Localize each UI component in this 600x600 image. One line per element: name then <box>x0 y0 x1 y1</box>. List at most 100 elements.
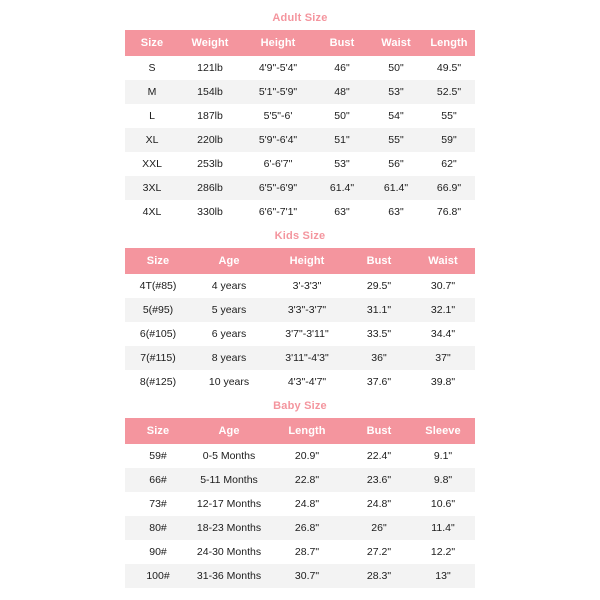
column-header: Bust <box>347 418 411 444</box>
section-title: Kids Size <box>274 230 326 242</box>
measurement-cell: 61.4" <box>369 176 423 200</box>
table-header-row: Size Weight Height Bust Waist Length <box>125 30 475 56</box>
measurement-cell: 187lb <box>179 104 241 128</box>
column-header: Height <box>267 248 347 274</box>
column-header: Age <box>191 248 267 274</box>
measurement-cell: 4'9"-5'4" <box>241 56 315 80</box>
column-header: Waist <box>369 30 423 56</box>
measurement-cell: 53" <box>315 152 369 176</box>
measurement-cell: 31.1" <box>347 298 411 322</box>
measurement-cell: 30.7" <box>411 274 475 298</box>
measurement-cell: 48" <box>315 80 369 104</box>
size-cell: 5(#95) <box>125 298 191 322</box>
measurement-cell: 5'9"-6'4" <box>241 128 315 152</box>
column-header: Sleeve <box>411 418 475 444</box>
table-row: L 187lb 5'5"-6' 50" 54" 55" <box>125 104 475 128</box>
column-header: Height <box>241 30 315 56</box>
measurement-cell: 31-36 Months <box>191 564 267 588</box>
measurement-cell: 23.6" <box>347 468 411 492</box>
measurement-cell: 18-23 Months <box>191 516 267 540</box>
column-header: Waist <box>411 248 475 274</box>
table-row: M 154lb 5'1"-5'9" 48" 53" 52.5" <box>125 80 475 104</box>
size-cell: M <box>125 80 179 104</box>
table-row: 80# 18-23 Months 26.8" 26" 11.4" <box>125 516 475 540</box>
measurement-cell: 24-30 Months <box>191 540 267 564</box>
table-row: 8(#125) 10 years 4'3"-4'7" 37.6" 39.8" <box>125 370 475 394</box>
table-row: 4XL 330lb 6'6"-7'1" 63" 63" 76.8" <box>125 200 475 224</box>
column-header: Size <box>125 248 191 274</box>
table-row: 66# 5-11 Months 22.8" 23.6" 9.8" <box>125 468 475 492</box>
table-row: 90# 24-30 Months 28.7" 27.2" 12.2" <box>125 540 475 564</box>
measurement-cell: 26.8" <box>267 516 347 540</box>
column-header: Size <box>125 418 191 444</box>
section-title: Baby Size <box>273 400 327 412</box>
column-header: Age <box>191 418 267 444</box>
measurement-cell: 49.5" <box>423 56 475 80</box>
measurement-cell: 3'11"-4'3" <box>267 346 347 370</box>
measurement-cell: 220lb <box>179 128 241 152</box>
measurement-cell: 286lb <box>179 176 241 200</box>
table-row: 6(#105) 6 years 3'7"-3'11" 33.5" 34.4" <box>125 322 475 346</box>
table-row: 73# 12-17 Months 24.8" 24.8" 10.6" <box>125 492 475 516</box>
table-row: 7(#115) 8 years 3'11"-4'3" 36" 37" <box>125 346 475 370</box>
measurement-cell: 24.8" <box>347 492 411 516</box>
size-cell: 66# <box>125 468 191 492</box>
measurement-cell: 20.9" <box>267 444 347 468</box>
measurement-cell: 50" <box>315 104 369 128</box>
measurement-cell: 121lb <box>179 56 241 80</box>
measurement-cell: 50" <box>369 56 423 80</box>
measurement-cell: 62" <box>423 152 475 176</box>
table-row: 5(#95) 5 years 3'3"-3'7" 31.1" 32.1" <box>125 298 475 322</box>
measurement-cell: 6'-6'7" <box>241 152 315 176</box>
measurement-cell: 55" <box>369 128 423 152</box>
measurement-cell: 52.5" <box>423 80 475 104</box>
section-title: Adult Size <box>272 12 328 24</box>
size-cell: 8(#125) <box>125 370 191 394</box>
measurement-cell: 8 years <box>191 346 267 370</box>
measurement-cell: 36" <box>347 346 411 370</box>
size-cell: 3XL <box>125 176 179 200</box>
measurement-cell: 6'5"-6'9" <box>241 176 315 200</box>
table-row: 3XL 286lb 6'5"-6'9" 61.4" 61.4" 66.9" <box>125 176 475 200</box>
measurement-cell: 12.2" <box>411 540 475 564</box>
size-section: Kids Size Size Age Height Bust Waist 4T(#85) 4 … <box>125 224 475 394</box>
measurement-cell: 32.1" <box>411 298 475 322</box>
table-row: S 121lb 4'9"-5'4" 46" 50" 49.5" <box>125 56 475 80</box>
column-header: Bust <box>347 248 411 274</box>
measurement-cell: 76.8" <box>423 200 475 224</box>
size-cell: 73# <box>125 492 191 516</box>
measurement-cell: 66.9" <box>423 176 475 200</box>
measurement-cell: 3'7"-3'11" <box>267 322 347 346</box>
table-row: 59# 0-5 Months 20.9" 22.4" 9.1" <box>125 444 475 468</box>
measurement-cell: 63" <box>315 200 369 224</box>
measurement-cell: 56" <box>369 152 423 176</box>
measurement-cell: 61.4" <box>315 176 369 200</box>
size-table: Size Weight Height Bust Waist Length S 121lb 4'9… <box>125 30 475 224</box>
measurement-cell: 63" <box>369 200 423 224</box>
measurement-cell: 28.7" <box>267 540 347 564</box>
measurement-cell: 28.3" <box>347 564 411 588</box>
size-cell: 100# <box>125 564 191 588</box>
measurement-cell: 10.6" <box>411 492 475 516</box>
table-header-row: Size Age Height Bust Waist <box>125 248 475 274</box>
column-header: Bust <box>315 30 369 56</box>
size-cell: XXL <box>125 152 179 176</box>
size-cell: 6(#105) <box>125 322 191 346</box>
measurement-cell: 30.7" <box>267 564 347 588</box>
measurement-cell: 12-17 Months <box>191 492 267 516</box>
measurement-cell: 34.4" <box>411 322 475 346</box>
measurement-cell: 154lb <box>179 80 241 104</box>
measurement-cell: 5-11 Months <box>191 468 267 492</box>
size-cell: L <box>125 104 179 128</box>
column-header: Size <box>125 30 179 56</box>
measurement-cell: 6 years <box>191 322 267 346</box>
measurement-cell: 53" <box>369 80 423 104</box>
measurement-cell: 4'3"-4'7" <box>267 370 347 394</box>
size-cell: XL <box>125 128 179 152</box>
measurement-cell: 5'5"-6' <box>241 104 315 128</box>
measurement-cell: 5'1"-5'9" <box>241 80 315 104</box>
measurement-cell: 22.4" <box>347 444 411 468</box>
column-header: Length <box>267 418 347 444</box>
size-cell: 59# <box>125 444 191 468</box>
